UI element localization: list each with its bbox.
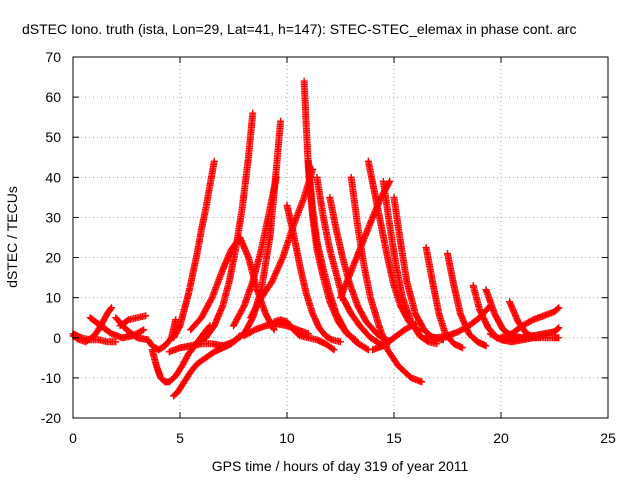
- series-5: [148, 322, 214, 386]
- series-4: [116, 312, 150, 330]
- series-marker-path: [369, 320, 419, 354]
- x-tick-labels: 0 5 10 15 20 25: [69, 430, 616, 446]
- series-marker-path: [148, 322, 214, 386]
- chart-title: dSTEC Iono. truth (ista, Lon=29, Lat=41,…: [22, 21, 576, 37]
- series-marker-path: [486, 330, 563, 346]
- data-markers: [69, 77, 563, 400]
- series-24: [379, 177, 441, 348]
- series-6: [170, 157, 218, 342]
- x-tick-label: 20: [493, 430, 509, 446]
- series-18: [304, 157, 372, 354]
- series-marker-path: [379, 177, 441, 348]
- y-tick-label: -20: [41, 410, 61, 426]
- y-tick-label: 40: [45, 169, 61, 185]
- series-3: [112, 314, 180, 354]
- series-marker-path: [230, 173, 280, 330]
- series-marker-path: [347, 173, 426, 386]
- series-marker-path: [170, 157, 218, 342]
- series-16: [283, 201, 344, 346]
- series-marker-path: [112, 314, 180, 354]
- y-tick-label: 20: [45, 250, 61, 266]
- series-marker-path: [326, 193, 394, 346]
- series-15: [240, 320, 312, 340]
- series-marker-path: [116, 312, 150, 330]
- series-marker-path: [304, 157, 372, 354]
- y-axis-label: dSTEC / TECUs: [4, 186, 20, 288]
- series-marker-path: [240, 320, 312, 340]
- series-marker-path: [444, 250, 490, 350]
- y-tick-label: 50: [45, 129, 61, 145]
- y-tick-label: 0: [53, 330, 61, 346]
- y-tick-label: -10: [41, 370, 61, 386]
- series-28: [444, 250, 490, 350]
- x-tick-label: 25: [600, 430, 616, 446]
- y-tick-label: 60: [45, 89, 61, 105]
- series-19: [313, 173, 387, 350]
- series-9: [193, 109, 257, 346]
- series-26: [369, 320, 419, 354]
- axis-ticks: [72, 56, 609, 419]
- y-tick-label: 70: [45, 49, 61, 65]
- series-marker-path: [193, 109, 257, 346]
- series-12: [230, 173, 280, 330]
- y-tick-label: 10: [45, 290, 61, 306]
- y-tick-label: 30: [45, 209, 61, 225]
- plot-frame: [72, 56, 609, 419]
- x-tick-label: 15: [386, 430, 402, 446]
- series-10: [187, 234, 278, 334]
- series-marker-path: [313, 173, 387, 350]
- x-tick-label: 5: [176, 430, 184, 446]
- series-35: [486, 330, 563, 346]
- series-20: [326, 193, 394, 346]
- x-tick-label: 0: [69, 430, 77, 446]
- series-marker-path: [187, 234, 278, 334]
- x-axis-label: GPS time / hours of day 319 of year 2011: [212, 458, 469, 474]
- series-21: [347, 173, 426, 386]
- x-tick-label: 10: [279, 430, 295, 446]
- y-tick-labels: -20 -10 0 10 20 30 40 50 60 70: [41, 49, 61, 426]
- series-marker-path: [283, 201, 344, 346]
